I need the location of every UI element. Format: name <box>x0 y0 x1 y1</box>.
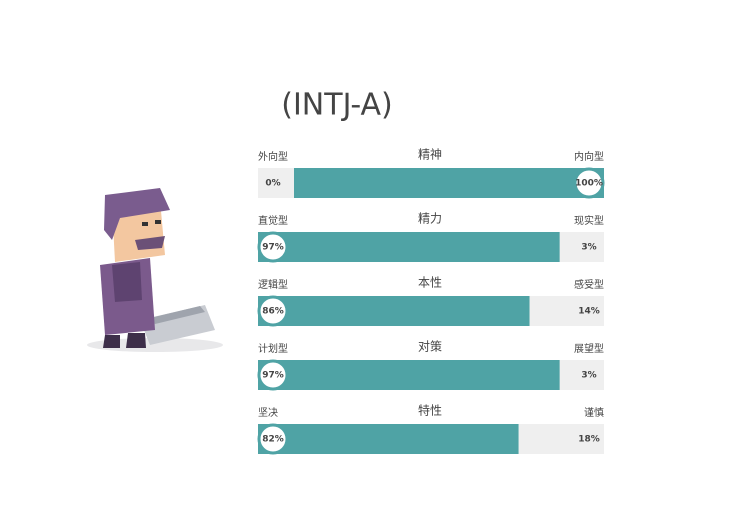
right-label: 展望型 <box>574 342 604 355</box>
right-segment <box>559 360 604 390</box>
right-label: 感受型 <box>574 278 604 291</box>
left-value-label: 97% <box>262 371 284 381</box>
right-label: 现实型 <box>574 214 604 227</box>
trait-name: 对策 <box>418 340 442 354</box>
left-label: 逻辑型 <box>258 278 288 291</box>
title: (INTJ-A) <box>281 88 393 123</box>
left-label: 直觉型 <box>258 214 288 227</box>
right-segment <box>518 424 604 454</box>
left-value-label: 0% <box>265 179 280 189</box>
right-segment <box>294 168 604 198</box>
value-badge <box>257 295 289 327</box>
right-value-label: 18% <box>578 435 600 445</box>
right-label: 内向型 <box>574 150 604 163</box>
right-label: 谨慎 <box>584 406 604 419</box>
left-segment <box>258 232 560 262</box>
value-badge <box>257 231 289 263</box>
right-segment <box>559 232 604 262</box>
value-badge <box>573 167 605 199</box>
right-value-label: 14% <box>578 307 600 317</box>
left-label: 计划型 <box>258 342 288 355</box>
right-value-label: 3% <box>581 243 596 253</box>
right-value-label: 3% <box>581 371 596 381</box>
right-segment <box>529 296 604 326</box>
value-badge <box>257 423 289 455</box>
trait-name: 特性 <box>418 403 442 418</box>
left-value-label: 97% <box>262 243 284 253</box>
left-value-label: 86% <box>262 307 284 317</box>
value-badge <box>257 359 289 391</box>
illustration <box>87 188 223 352</box>
trait-name: 本性 <box>418 276 442 290</box>
left-label: 外向型 <box>258 150 288 163</box>
trait-name: 精力 <box>418 212 442 226</box>
right-value-label: 100% <box>575 179 603 189</box>
left-value-label: 82% <box>262 435 284 445</box>
left-segment <box>258 360 560 390</box>
trait-name: 精神 <box>418 148 442 162</box>
left-segment <box>258 168 294 198</box>
left-segment <box>258 424 519 454</box>
left-label: 坚决 <box>258 407 278 419</box>
left-segment <box>258 296 530 326</box>
